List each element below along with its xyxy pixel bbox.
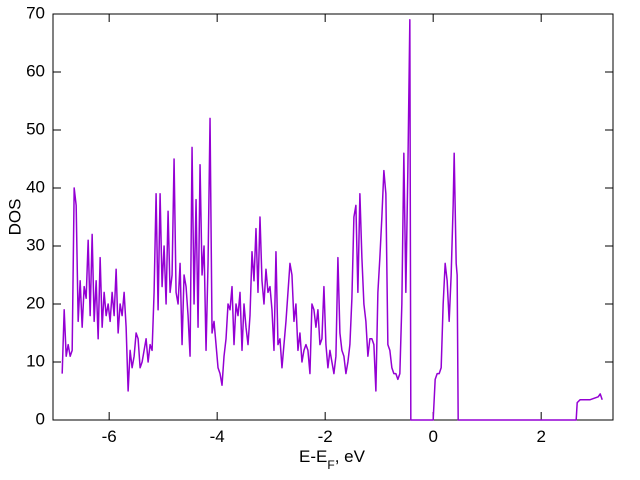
plot-frame xyxy=(52,13,614,421)
y-tick-label: 70 xyxy=(26,3,45,22)
y-tick-label: 30 xyxy=(26,235,45,254)
x-tick-label: -4 xyxy=(210,427,225,446)
x-axis-label-main: E-E xyxy=(299,447,327,466)
y-tick-label: 0 xyxy=(36,409,45,428)
x-axis-label-sub: F xyxy=(327,458,334,472)
y-axis-label: DOS xyxy=(5,199,24,236)
y-tick-label: 10 xyxy=(26,351,45,370)
y-tick-label: 20 xyxy=(26,293,45,312)
x-axis-label-rest: , eV xyxy=(335,447,366,466)
y-tick-label: 40 xyxy=(26,177,45,196)
x-tick-label: 2 xyxy=(536,427,545,446)
x-tick-label: 0 xyxy=(428,427,437,446)
x-axis-label: E-EF, eV xyxy=(299,447,366,472)
dos-line xyxy=(61,19,603,421)
y-tick-label: 60 xyxy=(26,61,45,80)
x-tick-label: -6 xyxy=(102,427,117,446)
y-tick-label: 50 xyxy=(26,119,45,138)
x-tick-label: -2 xyxy=(318,427,333,446)
